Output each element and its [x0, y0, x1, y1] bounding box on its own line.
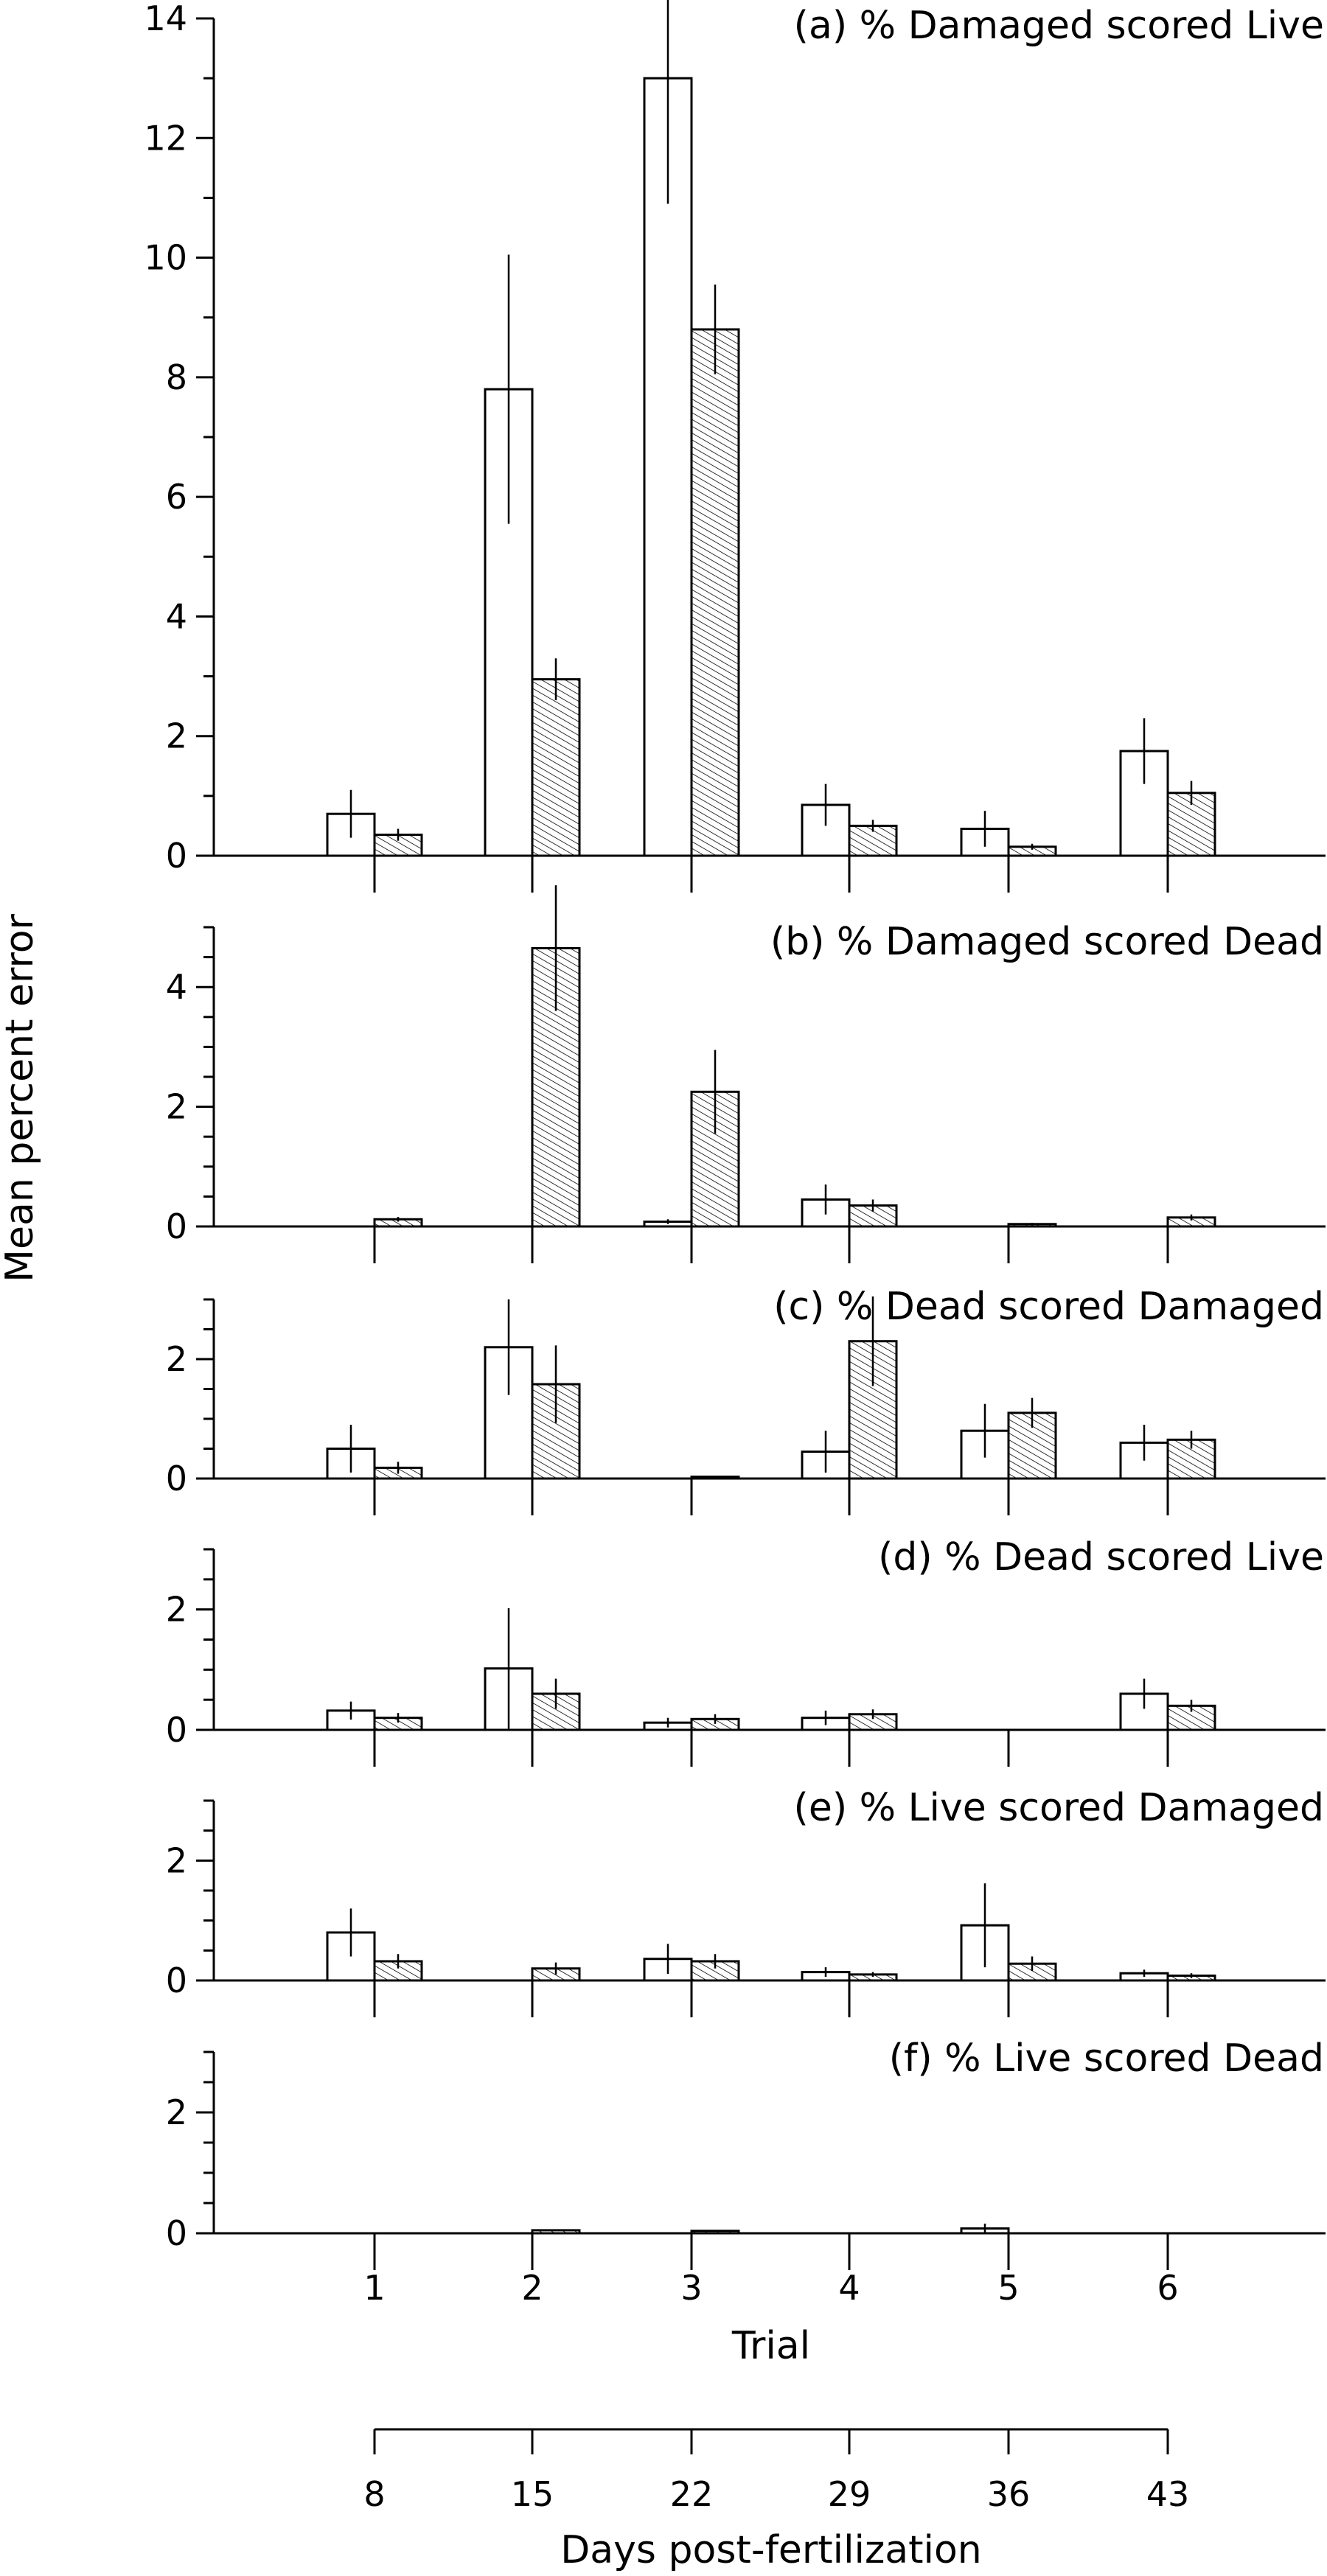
trial-tick-label: 4 — [838, 2268, 860, 2308]
panel-a: 0 2 4 6 8 10 12 14 (a) % Damaged scored Live — [144, 0, 1326, 893]
bar-hatched-trial-1 — [373, 1960, 423, 1982]
y-tick-label: 6 — [166, 477, 187, 517]
days-axis: 8 15 22 29 36 43 — [363, 2428, 1190, 2514]
y-tick-label: 2 — [166, 1840, 187, 1880]
panel-title: (d) % Dead scored Live — [878, 1535, 1324, 1580]
y-tick-label: 10 — [144, 238, 187, 278]
panels: 0 2 4 6 8 10 12 14 (a) % Damaged scored Live 0 2 4 (… — [144, 0, 1326, 2270]
trial-tick-label: 5 — [997, 2268, 1019, 2308]
y-tick-label: 0 — [166, 2213, 187, 2253]
y-tick-label: 8 — [166, 357, 187, 397]
y-tick-label: 4 — [166, 596, 187, 636]
panel-e: 0 2 (e) % Live scored Damaged — [166, 1786, 1326, 2017]
y-tick-label: 2 — [166, 1590, 187, 1630]
y-tick-label: 0 — [166, 1961, 187, 2000]
y-tick-label: 0 — [166, 836, 187, 876]
days-tick-label: 43 — [1146, 2474, 1190, 2514]
y-tick-label: 0 — [166, 1710, 187, 1750]
y-tick-label: 12 — [144, 118, 187, 158]
bar-hatched-trial-6 — [1166, 1704, 1216, 1731]
y-tick-label: 0 — [166, 1207, 187, 1246]
trial-axis: 1 2 3 4 5 6 — [363, 2268, 1178, 2308]
bar-open-trial-3 — [643, 77, 693, 857]
panel-title: (c) % Dead scored Damaged — [773, 1285, 1324, 1329]
y-tick-label: 2 — [166, 2092, 187, 2132]
y-tick-label: 2 — [166, 1087, 187, 1127]
days-tick-label: 22 — [670, 2474, 714, 2514]
panel-d: 0 2 (d) % Dead scored Live — [166, 1535, 1326, 1767]
panel-title: (b) % Damaged scored Dead — [770, 920, 1324, 964]
panel-b: 0 2 4 (b) % Damaged scored Dead — [166, 885, 1326, 1263]
x-axis-title: Trial — [731, 2324, 810, 2368]
y-tick-label: 2 — [166, 716, 187, 756]
trial-tick-label: 2 — [521, 2268, 543, 2308]
y-tick-label: 14 — [144, 0, 187, 38]
days-tick-label: 15 — [511, 2474, 554, 2514]
bar-hatched-trial-3 — [690, 1960, 740, 1982]
days-tick-label: 36 — [987, 2474, 1031, 2514]
days-tick-label: 29 — [828, 2474, 871, 2514]
y-axis-title: Mean percent error — [0, 913, 42, 1282]
y-tick-label: 2 — [166, 1339, 187, 1379]
trial-tick-label: 3 — [680, 2268, 702, 2308]
days-tick-label: 8 — [363, 2474, 385, 2514]
bar-hatched-trial-3 — [690, 2230, 740, 2235]
trial-tick-label: 1 — [363, 2268, 385, 2308]
y-tick-label: 4 — [166, 967, 187, 1007]
bar-hatched-trial-3 — [690, 328, 740, 857]
panel-c: 0 2 (c) % Dead scored Damaged — [166, 1285, 1326, 1515]
panel-title: (e) % Live scored Damaged — [794, 1786, 1324, 1830]
bar-hatched-trial-2 — [531, 678, 581, 857]
panel-title: (f) % Live scored Dead — [889, 2036, 1324, 2081]
days-axis-title: Days post-fertilization — [560, 2528, 982, 2572]
bar-hatched-trial-2 — [531, 2229, 581, 2235]
panel-f: 0 2 (f) % Live scored Dead — [166, 2036, 1326, 2270]
trial-tick-label: 6 — [1157, 2268, 1178, 2308]
panel-title: (a) % Damaged scored Live — [794, 4, 1324, 48]
y-tick-label: 0 — [166, 1459, 187, 1498]
